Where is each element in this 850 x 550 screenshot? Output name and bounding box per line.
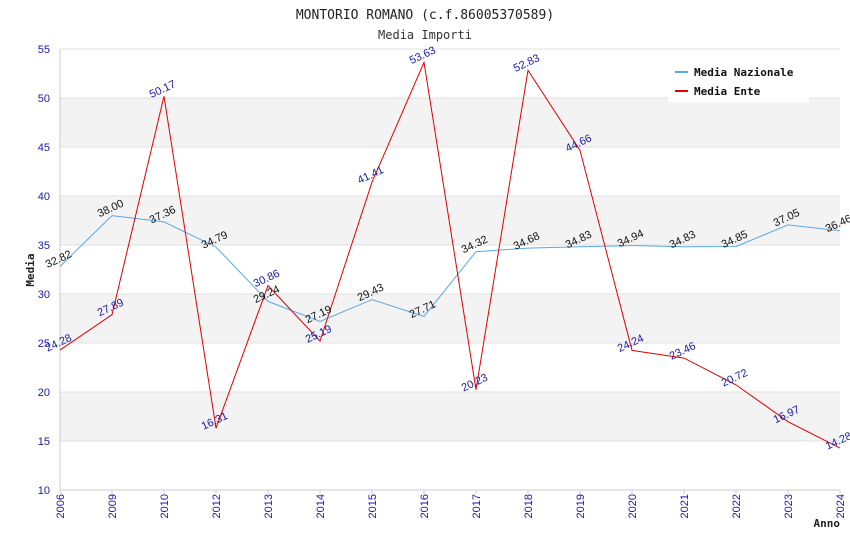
x-tick-label: 2020 xyxy=(627,494,639,518)
data-label: 41.41 xyxy=(356,164,386,187)
x-tick-label: 2021 xyxy=(679,494,691,518)
legend-label: Media Ente xyxy=(694,85,761,98)
grid-band xyxy=(60,98,840,147)
y-tick-label: 15 xyxy=(38,436,50,448)
y-tick-labels: 10 15 20 25 30 35 40 45 50 55 xyxy=(38,44,50,497)
series-lines xyxy=(59,60,841,449)
legend: Media Nazionale Media Ente xyxy=(668,60,809,102)
x-axis-title: Anno xyxy=(814,517,841,530)
x-tick-label: 2014 xyxy=(315,494,327,518)
data-label: 52.83 xyxy=(512,52,542,75)
x-tick-label: 2023 xyxy=(783,494,795,518)
x-tick-label: 2013 xyxy=(263,494,275,518)
grid-lines xyxy=(60,48,840,491)
x-tick-label: 2018 xyxy=(523,494,535,518)
x-tick-label: 2016 xyxy=(419,494,431,518)
legend-label: Media Nazionale xyxy=(694,66,794,79)
y-tick-label: 25 xyxy=(38,338,50,350)
data-label: 20.72 xyxy=(720,367,750,390)
x-tick-label: 2009 xyxy=(107,494,119,518)
legend-background xyxy=(668,60,809,102)
chart-subtitle: Media Importi xyxy=(378,28,472,42)
x-tick-label: 2012 xyxy=(211,494,223,518)
y-tick-label: 35 xyxy=(38,240,50,252)
data-label: 24.28 xyxy=(44,332,74,355)
y-tick-label: 45 xyxy=(38,142,50,154)
y-tick-label: 55 xyxy=(38,44,50,56)
series-line xyxy=(59,60,841,449)
x-tick-label: 2015 xyxy=(367,494,379,518)
y-tick-label: 20 xyxy=(38,387,50,399)
grid-bands xyxy=(60,98,840,441)
y-axis-title: Media xyxy=(24,253,37,286)
y-tick-label: 10 xyxy=(38,485,50,497)
grid-band xyxy=(60,392,840,441)
grid-band xyxy=(60,294,840,343)
data-label: 20.23 xyxy=(460,372,490,395)
axes xyxy=(59,49,841,494)
chart-title: MONTORIO ROMANO (c.f.86005370589) xyxy=(296,8,554,23)
grid-band xyxy=(60,196,840,245)
x-tick-label: 2006 xyxy=(55,494,67,518)
y-tick-label: 30 xyxy=(38,289,50,301)
data-label: 50.17 xyxy=(148,78,178,101)
x-tick-label: 2010 xyxy=(159,494,171,518)
data-label: 53.63 xyxy=(408,44,438,67)
x-tick-labels: 2006 2009 2010 2012 2013 2014 2015 2016 2017 2018… xyxy=(55,494,847,518)
y-tick-label: 50 xyxy=(38,93,50,105)
x-tick-label: 2017 xyxy=(471,494,483,518)
y-tick-label: 40 xyxy=(38,191,50,203)
x-tick-label: 2019 xyxy=(575,494,587,518)
x-tick-label: 2024 xyxy=(835,494,847,518)
series-line xyxy=(59,215,841,323)
x-tick-label: 2022 xyxy=(731,494,743,518)
